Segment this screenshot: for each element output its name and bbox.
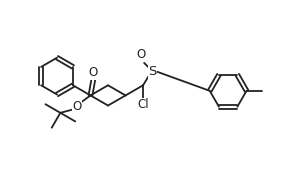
Text: O: O [73, 100, 82, 113]
Text: O: O [136, 48, 146, 61]
Text: S: S [148, 65, 157, 78]
Text: Cl: Cl [137, 98, 149, 111]
Text: O: O [89, 66, 98, 79]
